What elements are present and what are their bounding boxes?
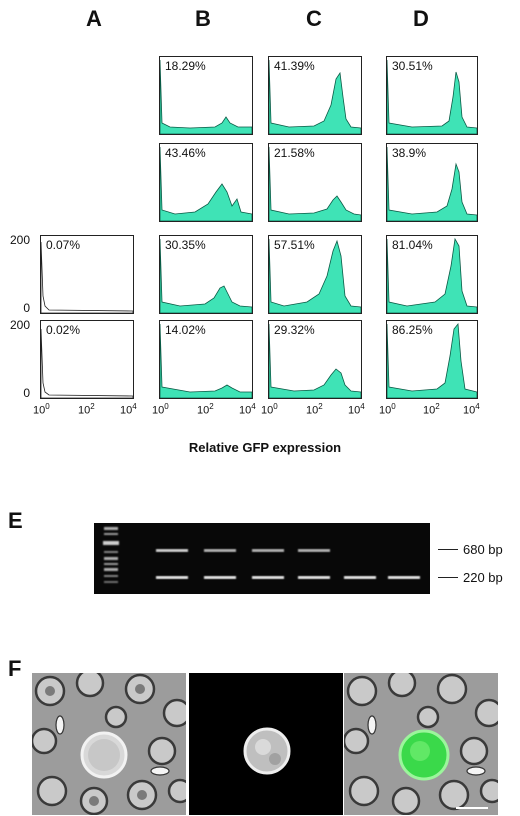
scale-bar <box>456 807 488 809</box>
band-680-lane4 <box>252 549 284 552</box>
histogram-b-row3: 30.35% <box>159 235 253 314</box>
band-220-lane3 <box>204 576 236 579</box>
band-marker-line <box>438 549 458 550</box>
band-220-lane2 <box>156 576 188 579</box>
y-tick-200: 200 <box>9 318 30 332</box>
y-tick-0: 0 <box>23 386 30 400</box>
percentage-label: 43.46% <box>164 146 207 160</box>
percentage-label: 81.04% <box>391 238 434 252</box>
band-220-lane4 <box>252 576 284 579</box>
band-label-680bp: 680 bp <box>463 542 503 557</box>
percentage-label: 0.07% <box>45 238 82 252</box>
column-label-b: B <box>195 6 211 31</box>
band-220-lane7 <box>388 576 420 579</box>
histogram-a-row3: 0.07% <box>40 235 134 314</box>
y-tick-0: 0 <box>23 301 30 315</box>
percentage-label: 30.35% <box>164 238 207 252</box>
histogram-b-row4: 14.02% <box>159 320 253 399</box>
percentage-label: 41.39% <box>273 59 316 73</box>
band-680-lane2 <box>156 549 188 552</box>
histogram-c-row3: 57.51% <box>268 235 362 314</box>
percentage-label: 86.25% <box>391 323 434 337</box>
histogram-b-row2: 43.46% <box>159 143 253 222</box>
histogram-a-row4: 0.02% <box>40 320 134 399</box>
agarose-gel-image <box>94 523 430 594</box>
histogram-c-row1: 41.39% <box>268 56 362 135</box>
percentage-label: 18.29% <box>164 59 207 73</box>
percentage-label: 38.9% <box>391 146 428 160</box>
percentage-label: 0.02% <box>45 323 82 337</box>
fluorescence-image <box>189 673 343 815</box>
x-axis-label: Relative GFP expression <box>188 440 342 455</box>
band-label-220bp: 220 bp <box>463 570 503 585</box>
percentage-label: 21.58% <box>273 146 316 160</box>
percentage-label: 29.32% <box>273 323 316 337</box>
percentage-label: 57.51% <box>273 238 316 252</box>
histogram-c-row4: 29.32% <box>268 320 362 399</box>
column-label-d: D <box>413 6 429 31</box>
band-680-lane5 <box>298 549 330 552</box>
histogram-d-row4: 86.25% <box>386 320 478 399</box>
histogram-d-row1: 30.51% <box>386 56 478 135</box>
band-220-lane5 <box>298 576 330 579</box>
merged-image <box>344 673 498 815</box>
phase-contrast-image <box>32 673 186 815</box>
histogram-b-row1: 18.29% <box>159 56 253 135</box>
band-220-lane6 <box>344 576 376 579</box>
percentage-label: 14.02% <box>164 323 207 337</box>
histogram-c-row2: 21.58% <box>268 143 362 222</box>
section-label-e: E <box>8 508 23 533</box>
band-marker-line <box>438 577 458 578</box>
y-tick-200: 200 <box>9 233 30 247</box>
band-680-lane3 <box>204 549 236 552</box>
percentage-label: 30.51% <box>391 59 434 73</box>
histogram-d-row2: 38.9% <box>386 143 478 222</box>
section-label-f: F <box>8 656 22 681</box>
column-label-c: C <box>306 6 322 31</box>
column-label-a: A <box>86 6 102 31</box>
histogram-d-row3: 81.04% <box>386 235 478 314</box>
